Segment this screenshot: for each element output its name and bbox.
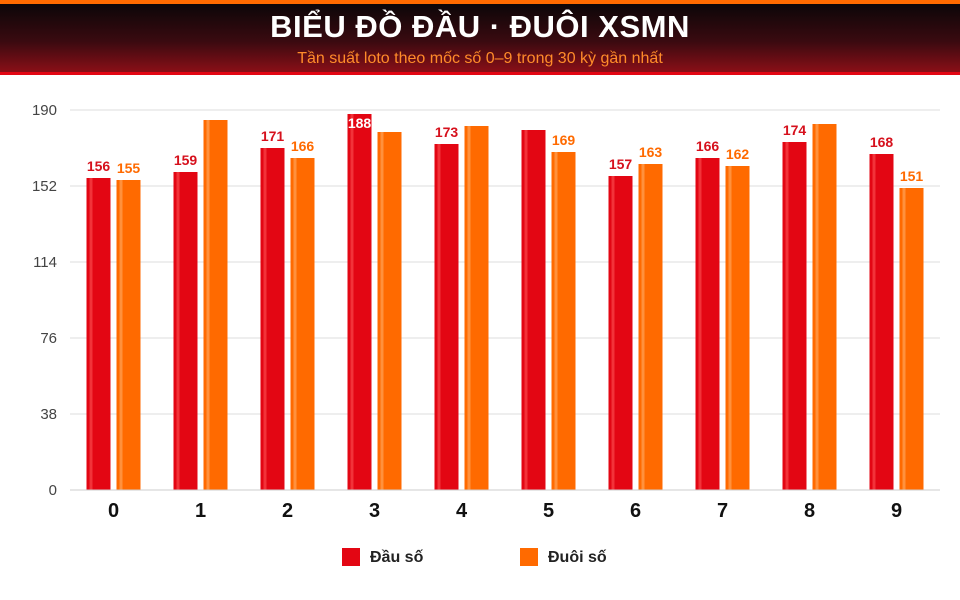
y-tick-label: 38: [40, 406, 57, 423]
bar-dau-so-highlight: [524, 130, 528, 490]
data-label-dau-so: 159: [174, 152, 198, 168]
data-label-duoi-so: 166: [291, 138, 315, 154]
bar-dau-so-highlight: [263, 148, 267, 490]
bars-group: [86, 114, 924, 490]
x-tick-label: 2: [282, 500, 293, 522]
bar-duoi-so-highlight: [815, 124, 819, 490]
legend-swatch-duoi-so: [520, 548, 538, 566]
bar-duoi-so-highlight: [206, 120, 210, 490]
y-tick-label: 76: [40, 330, 57, 347]
bar-dau-so-highlight: [785, 142, 789, 490]
legend-label-duoi-so: Đuôi số: [548, 549, 607, 566]
bar-dau-so-highlight: [611, 176, 615, 490]
data-label-dau-so: 168: [870, 134, 894, 150]
data-label-dau-so: 171: [261, 128, 285, 144]
x-tick-label: 0: [108, 500, 119, 522]
bar-duoi-so-highlight: [728, 166, 732, 490]
bar-dau-so-highlight: [437, 144, 441, 490]
chart-title: BIỂU ĐỒ ĐẦU · ĐUÔI XSMN: [270, 9, 690, 44]
bar-duoi-so-highlight: [554, 152, 558, 490]
y-tick-label: 114: [33, 254, 57, 271]
bar-dau-so-highlight: [176, 172, 180, 490]
chart-header: BIỂU ĐỒ ĐẦU · ĐUÔI XSMN Tần suất loto th…: [0, 0, 960, 75]
x-tick-label: 8: [804, 500, 815, 522]
x-tick-label: 6: [630, 500, 641, 522]
bar-dau-so-highlight: [89, 178, 93, 490]
data-label-dau-so: 188: [348, 115, 372, 131]
bar-dau-so-highlight: [698, 158, 702, 490]
y-tick-label: 0: [49, 482, 57, 499]
bar-duoi-so-highlight: [902, 188, 906, 490]
data-label-dau-so: 166: [696, 138, 720, 154]
data-label-duoi-so: 163: [639, 144, 663, 160]
bar-duoi-so-highlight: [467, 126, 471, 490]
data-label-duoi-so: 162: [726, 146, 750, 162]
bar-dau-so-highlight: [872, 154, 876, 490]
data-label-dau-so: 156: [87, 158, 111, 174]
x-tick-label: 4: [456, 500, 468, 522]
x-tick-label: 1: [195, 500, 206, 522]
bar-duoi-so-highlight: [380, 132, 384, 490]
x-tick-label: 7: [717, 500, 728, 522]
data-label-duoi-so: 155: [117, 160, 141, 176]
x-tick-label: 5: [543, 500, 554, 522]
legend-swatch-dau-so: [342, 548, 360, 566]
bar-duoi-so-highlight: [641, 164, 645, 490]
legend-label-dau-so: Đầu số: [370, 549, 424, 566]
data-label-duoi-so: 169: [552, 132, 576, 148]
bar-duoi-so-highlight: [119, 180, 123, 490]
data-label-dau-so: 174: [783, 122, 807, 138]
data-label-duoi-so: 151: [900, 168, 924, 184]
bar-dau-so-highlight: [350, 114, 354, 490]
x-tick-label: 9: [891, 500, 902, 522]
y-tick-label: 190: [32, 102, 57, 119]
data-label-dau-so: 173: [435, 124, 459, 140]
chart-subtitle: Tần suất loto theo mốc số 0–9 trong 30 k…: [297, 50, 663, 67]
bar-duoi-so-highlight: [293, 158, 297, 490]
x-tick-label: 3: [369, 500, 380, 522]
data-label-dau-so: 157: [609, 156, 633, 172]
y-tick-label: 152: [32, 178, 57, 195]
